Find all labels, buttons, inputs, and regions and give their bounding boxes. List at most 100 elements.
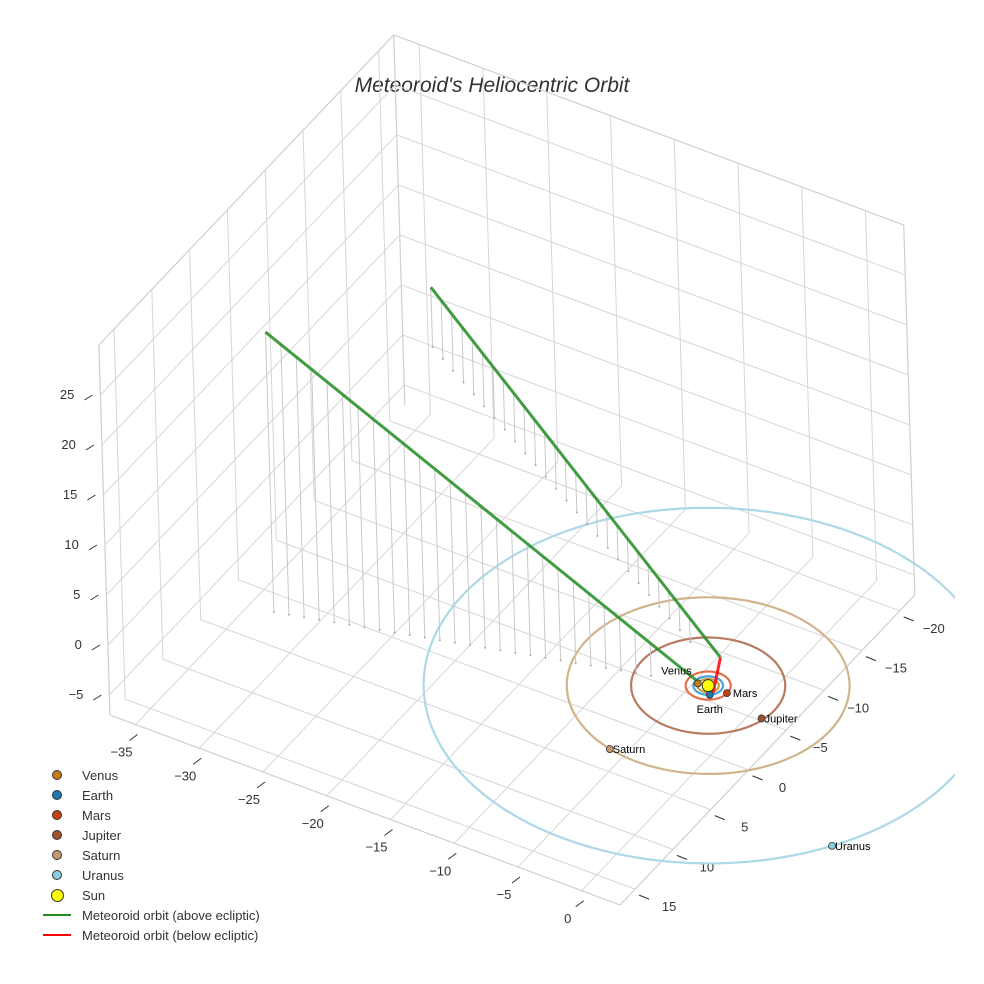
dropline-marker bbox=[441, 357, 444, 360]
dropline bbox=[461, 326, 464, 383]
z-tick-label: 15 bbox=[63, 487, 77, 502]
dropline-marker bbox=[431, 346, 434, 349]
dropline-marker bbox=[438, 639, 441, 642]
dropline-marker bbox=[499, 649, 502, 652]
dropline bbox=[603, 605, 607, 669]
legend-label: Sun bbox=[82, 887, 106, 903]
wall-gridline-y bbox=[113, 329, 126, 700]
legend-item-saturn[interactable]: Saturn bbox=[40, 845, 260, 865]
legend-item-orbit-above[interactable]: Meteoroid orbit (above ecliptic) bbox=[40, 905, 260, 925]
z-tick-label: 0 bbox=[75, 637, 82, 652]
uranus-marker-icon bbox=[52, 870, 62, 880]
dropline bbox=[595, 498, 598, 536]
dropline bbox=[440, 300, 444, 359]
dropline-marker bbox=[462, 381, 465, 384]
dropline-marker bbox=[318, 618, 321, 621]
legend-item-jupiter[interactable]: Jupiter bbox=[40, 825, 260, 845]
dropline bbox=[588, 593, 592, 666]
wall-gridline-x bbox=[418, 44, 431, 415]
z-tick-label: 5 bbox=[73, 587, 80, 602]
wall-gridline-z bbox=[395, 84, 906, 276]
dropline-marker bbox=[617, 558, 620, 561]
dropline bbox=[480, 506, 486, 648]
x-tick-label: −35 bbox=[110, 745, 132, 760]
wall-gridline-x bbox=[546, 91, 559, 462]
x-tick-label: −20 bbox=[302, 816, 324, 831]
planet-marker-mars bbox=[723, 689, 731, 698]
dropline-marker bbox=[287, 613, 290, 616]
floor-gridline-x bbox=[390, 509, 686, 820]
dropline bbox=[511, 531, 516, 653]
y-tick-mark bbox=[790, 735, 801, 741]
wall-gridline-z bbox=[101, 134, 398, 446]
x-tick-label: 0 bbox=[564, 911, 571, 926]
legend-label: Earth bbox=[82, 787, 114, 803]
z-tick-mark bbox=[91, 644, 101, 651]
wall-gridline-z bbox=[103, 184, 399, 496]
box-edge bbox=[98, 34, 395, 346]
meteoroid-trajectory bbox=[264, 286, 722, 693]
planet-label-jupiter: Jupiter bbox=[765, 713, 798, 725]
dropline bbox=[606, 511, 609, 548]
planet-label-uranus: Uranus bbox=[835, 841, 871, 853]
dropline bbox=[618, 618, 622, 671]
dropline-marker bbox=[452, 369, 455, 372]
dropline bbox=[513, 392, 516, 442]
dropline bbox=[465, 493, 471, 646]
box-edge bbox=[903, 224, 916, 595]
orbit-uranus bbox=[422, 506, 955, 865]
z-tick-mark bbox=[93, 694, 102, 701]
planet-label-mars: Mars bbox=[733, 688, 758, 700]
dropline bbox=[541, 555, 547, 658]
dropline bbox=[482, 353, 485, 407]
dropline bbox=[688, 617, 691, 643]
dropline-marker bbox=[650, 674, 653, 677]
x-tick-mark bbox=[575, 900, 585, 908]
wall-gridline-z bbox=[399, 234, 910, 426]
y-tick-label: −5 bbox=[813, 740, 828, 755]
green-line-icon bbox=[43, 914, 71, 916]
dropline bbox=[544, 432, 547, 477]
dropline bbox=[388, 431, 396, 633]
dropline bbox=[295, 356, 305, 618]
legend-item-sun[interactable]: Sun bbox=[40, 885, 260, 905]
wall-gridline-y bbox=[302, 130, 315, 501]
y-tick-mark bbox=[827, 695, 839, 701]
planet-marker-uranus bbox=[828, 841, 836, 850]
meteoroid-droplines bbox=[264, 287, 692, 677]
legend-item-orbit-below[interactable]: Meteoroid orbit (below ecliptic) bbox=[40, 925, 260, 945]
dropline-marker bbox=[574, 662, 577, 665]
dropline bbox=[533, 419, 537, 466]
dropline-marker bbox=[514, 651, 517, 654]
legend-item-earth[interactable]: Earth bbox=[40, 785, 260, 805]
y-tick-label: −15 bbox=[885, 661, 907, 676]
dropline bbox=[372, 419, 381, 630]
legend-item-uranus[interactable]: Uranus bbox=[40, 865, 260, 885]
dropline bbox=[450, 313, 454, 371]
floor-gridline-y bbox=[162, 658, 674, 850]
wall-gridline-z bbox=[402, 334, 913, 526]
z-tick-label: 25 bbox=[60, 387, 74, 402]
y-tick-mark bbox=[865, 656, 877, 662]
dropline bbox=[575, 472, 578, 513]
z-tick-mark bbox=[90, 594, 99, 601]
dropline-marker bbox=[596, 534, 599, 537]
legend-item-mars[interactable]: Mars bbox=[40, 805, 260, 825]
legend[interactable]: Venus Earth Mars Jupiter Saturn Uranus S… bbox=[40, 765, 260, 945]
dropline bbox=[616, 525, 619, 560]
legend-label: Meteoroid orbit (above ecliptic) bbox=[82, 907, 260, 923]
dropline-marker bbox=[544, 475, 547, 478]
y-tick-mark bbox=[752, 775, 763, 781]
wall-gridline-x bbox=[609, 115, 623, 486]
earth-marker-icon bbox=[52, 790, 62, 800]
z-tick-mark bbox=[84, 394, 93, 401]
planet-marker-saturn bbox=[605, 745, 614, 753]
dropline bbox=[523, 406, 526, 454]
box-edge bbox=[393, 34, 406, 405]
dropline-marker bbox=[668, 617, 671, 620]
dropline bbox=[471, 340, 475, 395]
legend-item-venus[interactable]: Venus bbox=[40, 765, 260, 785]
dropline-marker bbox=[514, 440, 517, 443]
floor-gridline-y bbox=[276, 539, 787, 731]
